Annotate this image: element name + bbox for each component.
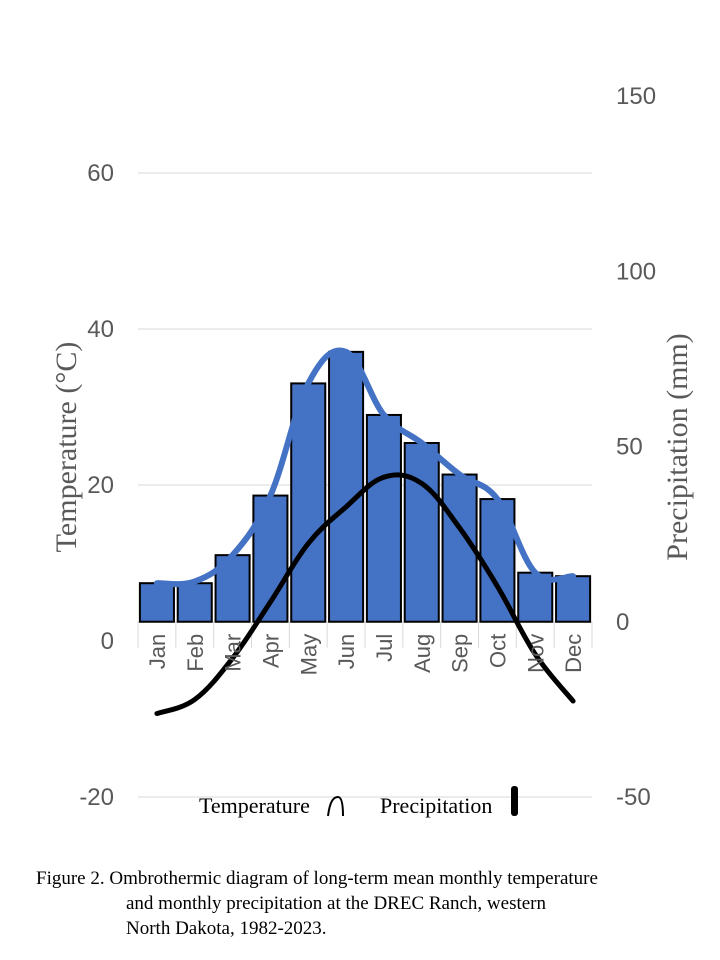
ombrothermic-chart: 60 40 20 0 -20 150 100 50 0 -50 Jan Feb Mar Apr May Jun… [50,83,694,818]
x-tick-label: Nov [523,634,548,673]
caption-line-3: North Dakota, 1982-2023. [126,918,327,939]
precipitation-bar [290,382,327,623]
temperature-line [154,472,576,717]
precipitation-bar [403,441,440,623]
legend-temperature-label: Temperature [199,793,310,818]
y-axis-right-title: Precipitation (mm) [661,333,694,560]
x-tick-label: Feb [183,634,208,672]
x-tick-label: Apr [258,634,283,668]
y-axis-left-title: Temperature (°C) [50,342,83,553]
precipitation-bar [441,473,478,623]
precipitation-bar [328,350,365,623]
x-tick-label: Mar [221,634,246,672]
caption-line-1: Figure 2. Ombrothermic diagram of long-t… [36,868,598,889]
y-right-tick-label: 150 [616,83,656,110]
x-tick-label: Dec [561,634,586,673]
y-left-tick-label: 20 [87,472,114,499]
y-left-tick-label: -20 [79,784,114,811]
precipitation-bar [555,575,592,623]
y-right-tick-label: 100 [616,258,656,285]
y-left-tick-label: 40 [87,316,114,343]
tick-labels: 60 40 20 0 -20 150 100 50 0 -50 Jan Feb Mar Apr May Jun… [79,83,656,811]
series-lines [153,347,577,717]
x-tick-label: Aug [410,634,435,673]
legend-temperature-swatch [327,795,344,817]
legend-precipitation-swatch [511,786,518,816]
y-right-tick-label: 50 [616,434,643,461]
legend-precipitation-label: Precipitation [380,793,492,818]
y-right-tick-label: -50 [616,784,651,811]
y-left-tick-label: 60 [87,160,114,187]
caption-line-2: and monthly precipitation at the DREC Ra… [126,893,547,914]
x-tick-label: May [296,634,321,676]
figure-caption: Figure 2. Ombrothermic diagram of long-t… [36,866,686,941]
precipitation-bar [176,582,213,623]
legend: Temperature Precipitation [199,786,518,818]
x-tick-label: Sep [448,634,473,673]
precipitation-bar [365,413,402,623]
x-tick-label: Jul [372,634,397,662]
gridlines [137,172,593,798]
precipitation-bar [138,582,175,623]
x-tick-label: Oct [485,634,510,668]
y-left-tick-label: 0 [101,628,114,655]
y-right-tick-label: 0 [616,609,629,636]
x-tick-label: Jan [145,634,170,669]
precipitation-line [153,347,577,588]
x-tick-label: Jun [334,634,359,669]
